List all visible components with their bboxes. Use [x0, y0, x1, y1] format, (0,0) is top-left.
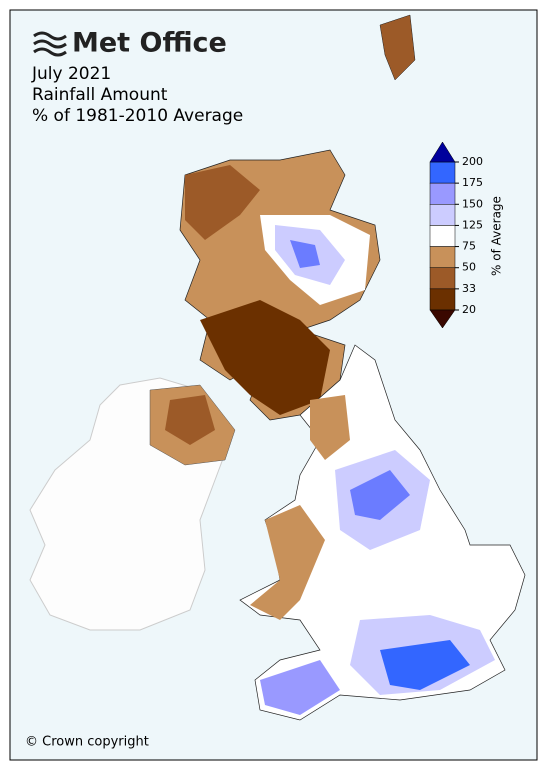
shetland — [379, 14, 416, 81]
legend-tick-label: 75 — [462, 240, 476, 253]
logo-text: Met Office — [72, 28, 227, 59]
title-line: Rainfall Amount — [32, 85, 168, 105]
legend-label: % of Average — [490, 196, 504, 276]
legend-swatch — [429, 182, 456, 205]
copyright: © Crown copyright — [25, 735, 149, 750]
rain-area — [310, 395, 350, 460]
legend-swatch — [429, 267, 456, 290]
title-line: % of 1981-2010 Average — [32, 106, 243, 126]
rain-area — [260, 660, 340, 715]
rain-area — [350, 470, 410, 520]
legend-tick-label: 33 — [462, 282, 476, 295]
legend-tick-label: 125 — [462, 218, 483, 231]
legend-swatch — [429, 204, 456, 226]
title-line: July 2021 — [31, 64, 111, 84]
legend-tick-label: 200 — [462, 155, 483, 168]
legend-tick-label: 175 — [462, 176, 483, 189]
rain-area — [250, 505, 325, 620]
legend-tick-label: 150 — [462, 197, 483, 210]
legend-swatch — [429, 225, 456, 247]
legend-tick-label: 20 — [462, 303, 476, 316]
rain-area — [200, 300, 330, 415]
rain-area — [380, 640, 470, 690]
legend-swatch — [429, 246, 456, 268]
logo-icon — [33, 31, 67, 57]
legend-swatch — [429, 288, 456, 311]
rain-area — [165, 395, 215, 445]
legend-under — [429, 309, 456, 329]
rain-area — [185, 165, 260, 240]
rain-area — [290, 240, 320, 268]
legend-swatch — [429, 161, 456, 184]
legend-over — [429, 141, 456, 163]
legend-tick-label: 50 — [462, 261, 476, 274]
